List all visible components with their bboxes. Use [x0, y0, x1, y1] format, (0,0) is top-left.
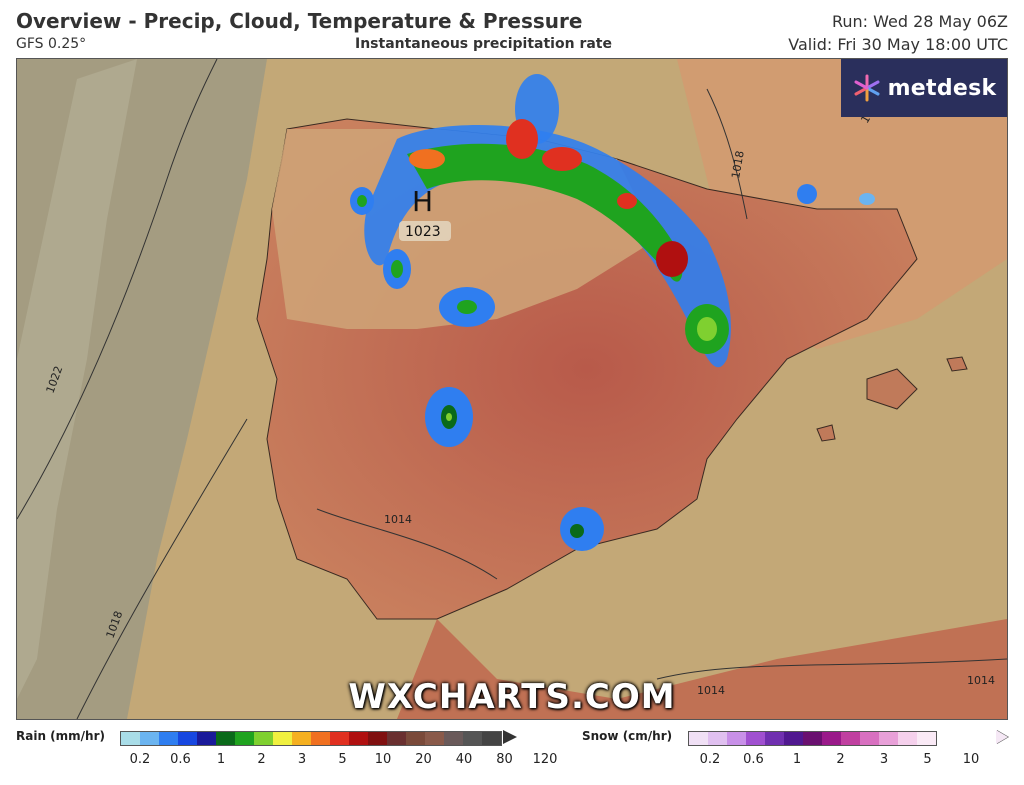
- legend-swatch: [330, 732, 349, 745]
- cloud-band-inner: [17, 59, 137, 699]
- legend-tick: 80: [496, 752, 513, 767]
- isobar-label: 1014: [697, 684, 725, 697]
- legend-swatch: [860, 732, 879, 745]
- legend-tick: 40: [455, 752, 473, 767]
- legend-swatch: [898, 732, 917, 745]
- rain-color-scale: [120, 731, 502, 746]
- map-canvas: 1022 1022 1018 1018 1014 1014 1014 1014: [17, 59, 1007, 719]
- legend-swatch: [273, 732, 292, 745]
- legend-swatch: [159, 732, 178, 745]
- legend-swatch: [746, 732, 765, 745]
- legend-swatch: [368, 732, 387, 745]
- legend-tick: 1: [216, 752, 226, 767]
- legend-swatch: [708, 732, 727, 745]
- isobar-line: [17, 59, 218, 520]
- high-pressure-symbol: H: [412, 185, 433, 218]
- legend-swatch: [235, 732, 254, 745]
- north-africa-land: [397, 619, 1007, 719]
- isobar-label: 1014: [967, 674, 995, 687]
- legend-swatch: [444, 732, 463, 745]
- chart-subtitle: Instantaneous precipitation rate: [355, 36, 612, 52]
- legend-swatch: [387, 732, 406, 745]
- ibiza: [816, 424, 836, 442]
- legend-swatch: [917, 732, 936, 745]
- legend-swatch: [197, 732, 216, 745]
- legend-swatch: [727, 732, 746, 745]
- legend-tick: 1: [792, 752, 802, 767]
- legend-tick: 3: [297, 752, 307, 767]
- legend-tick: 0.6: [170, 752, 191, 767]
- legend-tick: 2: [836, 752, 845, 767]
- high-pressure-box: [399, 221, 451, 241]
- isobar-label: 1014: [384, 513, 412, 526]
- rain-legend-label: Rain (mm/hr): [16, 729, 105, 743]
- high-pressure-value: 1023: [405, 224, 441, 240]
- chart-title: Overview - Precip, Cloud, Temperature & …: [16, 9, 583, 33]
- legend-tick: 5: [338, 752, 347, 767]
- weather-map[interactable]: 1022 1022 1018 1018 1014 1014 1014 1014: [16, 58, 1008, 720]
- snow-legend-label: Snow (cm/hr): [582, 729, 673, 743]
- menorca: [946, 356, 968, 372]
- legend-swatch: [879, 732, 898, 745]
- rain-scale-arrow-icon: [503, 730, 517, 744]
- snow-color-scale: [688, 731, 937, 746]
- legend-tick: 0.2: [699, 752, 721, 767]
- legend-swatch: [178, 732, 197, 745]
- legend-swatch: [121, 732, 140, 745]
- isobar-line: [656, 658, 1007, 680]
- legend-swatch: [463, 732, 482, 745]
- legend-swatch: [349, 732, 368, 745]
- run-time: Run: Wed 28 May 06Z: [831, 12, 1008, 31]
- metdesk-logo[interactable]: metdesk: [841, 59, 1007, 117]
- legend-tick: 10: [962, 752, 980, 767]
- legend-tick: 0.2: [129, 752, 151, 767]
- metdesk-logo-text: metdesk: [887, 75, 997, 101]
- snow-scale-arrow-icon: [996, 730, 1008, 744]
- legend-swatch: [689, 732, 708, 745]
- model-name: GFS 0.25°: [16, 36, 87, 52]
- mallorca: [866, 368, 918, 410]
- precip-cell-south: [560, 507, 604, 551]
- legend-swatch: [406, 732, 425, 745]
- legend-swatch: [254, 732, 273, 745]
- watermark: WXCHARTS.COM: [348, 677, 676, 717]
- legend-swatch: [292, 732, 311, 745]
- isobar-line: [316, 508, 498, 580]
- legend-swatch: [784, 732, 803, 745]
- legend-tick: 5: [923, 752, 932, 767]
- legend-swatch: [425, 732, 444, 745]
- legend-swatch: [822, 732, 841, 745]
- valid-time: Valid: Fri 30 May 18:00 UTC: [788, 35, 1008, 54]
- legend-tick: 120: [532, 752, 558, 767]
- legend-swatch: [482, 732, 501, 745]
- precip-cell-central: [425, 387, 473, 447]
- legend-tick: 3: [879, 752, 889, 767]
- legend-swatch: [765, 732, 784, 745]
- precip-arc: [350, 74, 875, 368]
- legend-swatch: [216, 732, 235, 745]
- legend-tick: 20: [415, 752, 432, 767]
- legend-swatch: [803, 732, 822, 745]
- isobar-line: [76, 418, 248, 719]
- legend-swatch: [140, 732, 159, 745]
- isobar-label: 1018: [729, 150, 747, 180]
- legend-swatch: [311, 732, 330, 745]
- legend-tick: 0.6: [743, 752, 764, 767]
- metdesk-star-icon: [854, 74, 880, 102]
- isobar-line: [706, 88, 748, 220]
- legend-tick: 10: [374, 752, 392, 767]
- legend-swatch: [841, 732, 860, 745]
- legend-tick: 2: [257, 752, 266, 767]
